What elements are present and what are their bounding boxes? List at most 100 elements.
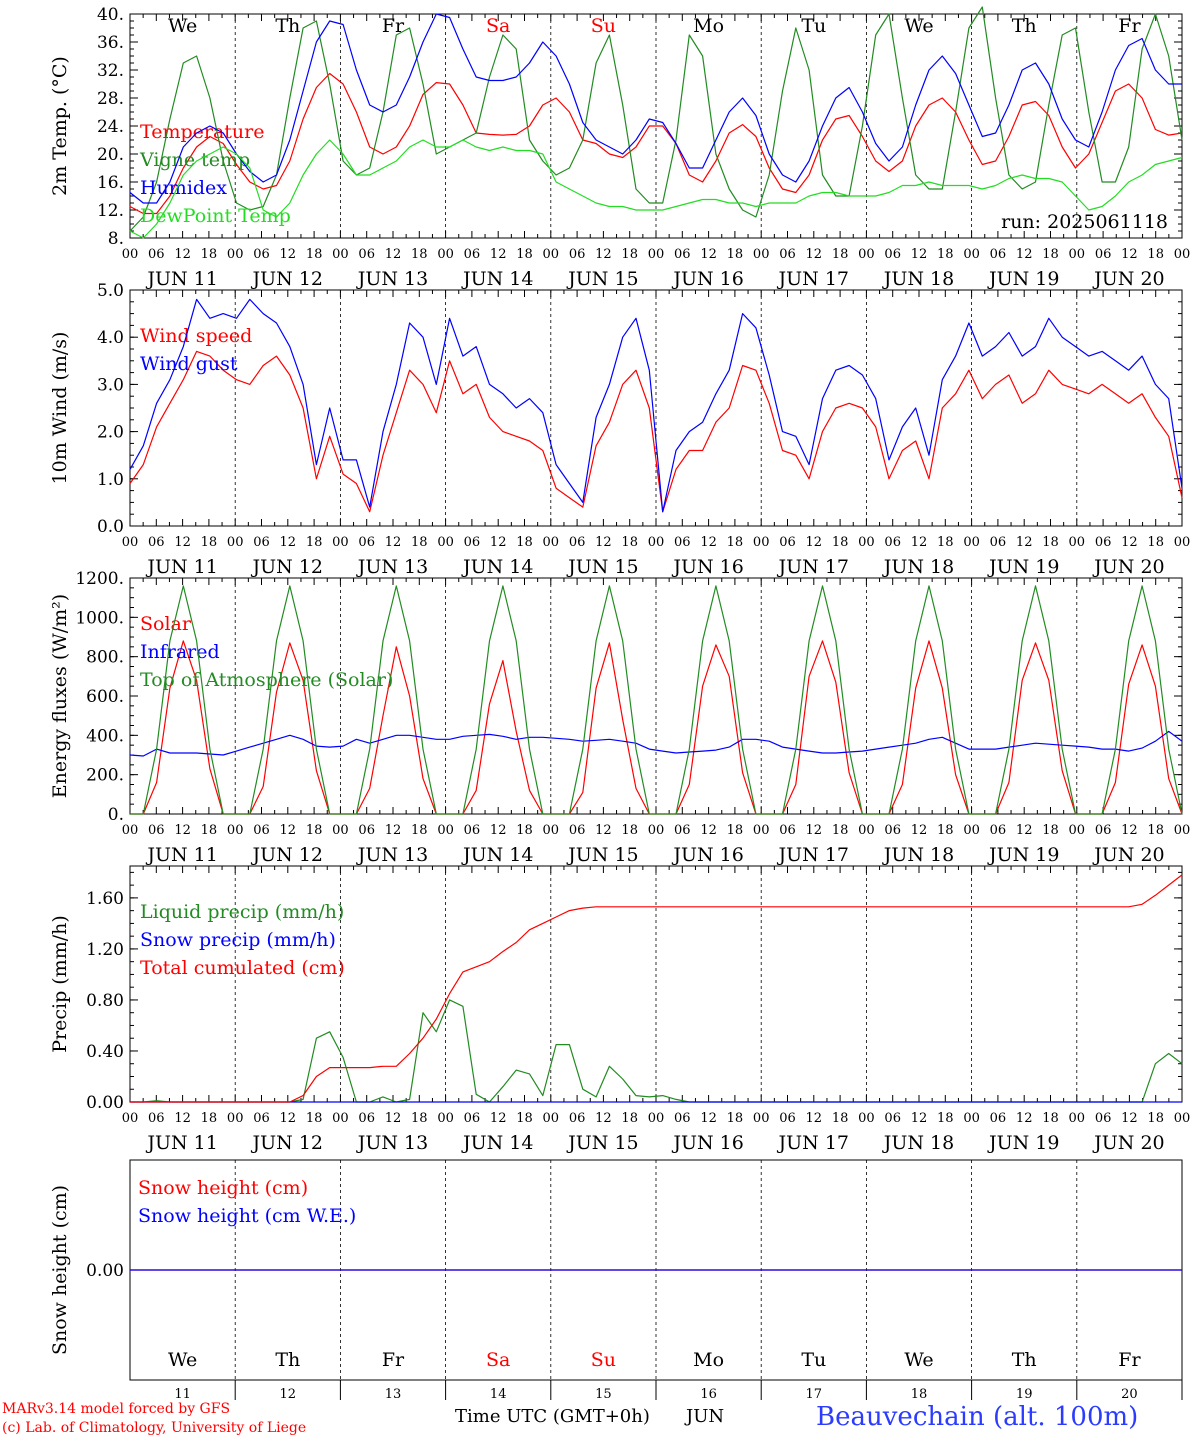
hour-tick-label: 00 — [858, 247, 875, 262]
date-label: JUN 14 — [461, 1132, 533, 1154]
hour-tick-label: 12 — [280, 823, 297, 838]
hour-tick-label: 00 — [227, 1111, 244, 1126]
day-number-label: 11 — [174, 1387, 191, 1402]
hour-tick-label: 12 — [385, 1111, 402, 1126]
hour-tick-label: 06 — [569, 823, 586, 838]
y-axis-label: 10m Wind (m/s) — [49, 332, 71, 485]
day-name-label: Fr — [1118, 15, 1141, 37]
day-name-label: Su — [591, 15, 616, 37]
date-label: JUN 15 — [566, 268, 638, 290]
day-name-label: Tu — [801, 1349, 826, 1371]
hour-tick-label: 12 — [700, 247, 717, 262]
date-label: JUN 19 — [987, 844, 1059, 866]
hour-tick-label: 06 — [779, 1111, 796, 1126]
hour-tick-label: 00 — [543, 535, 560, 550]
y-tick-label: 40. — [97, 5, 124, 25]
y-tick-label: 0.80 — [86, 991, 124, 1011]
hour-tick-label: 06 — [569, 535, 586, 550]
day-name-label: Th — [1012, 1349, 1037, 1371]
hour-tick-label: 18 — [1147, 1111, 1164, 1126]
hour-tick-label: 12 — [700, 535, 717, 550]
y-tick-label: 0. — [108, 805, 124, 825]
series-line-total-cumulated-cm — [130, 874, 1183, 1103]
hour-tick-label: 12 — [490, 535, 507, 550]
y-tick-label: 12. — [97, 201, 124, 221]
y-tick-label: 200. — [86, 766, 124, 786]
hour-tick-label: 06 — [148, 1111, 165, 1126]
date-label: JUN 15 — [566, 1132, 638, 1154]
day-name-label: We — [168, 15, 197, 37]
hour-tick-label: 18 — [516, 247, 533, 262]
hour-tick-label: 00 — [332, 1111, 349, 1126]
hour-tick-label: 06 — [464, 823, 481, 838]
hour-tick-label: 00 — [122, 823, 139, 838]
date-label: JUN 11 — [145, 1132, 217, 1154]
legend-entry: Top of Atmosphere (Solar) — [140, 669, 393, 691]
hour-tick-label: 00 — [648, 247, 665, 262]
y-axis-label: Energy fluxes (W/m²) — [49, 594, 71, 798]
date-label: JUN 12 — [251, 1132, 323, 1154]
hour-tick-label: 18 — [1042, 823, 1059, 838]
y-tick-label: 5.0 — [97, 281, 124, 301]
hour-tick-label: 18 — [727, 823, 744, 838]
series-line-dewpoint-temp — [129, 139, 1183, 239]
date-label: JUN 13 — [356, 268, 428, 290]
hour-tick-label: 12 — [1016, 247, 1033, 262]
hour-tick-label: 00 — [1174, 1111, 1191, 1126]
hour-tick-label: 00 — [858, 823, 875, 838]
date-label: JUN 19 — [987, 268, 1059, 290]
y-tick-label: 1200. — [75, 569, 124, 589]
y-tick-label: 1.60 — [86, 889, 124, 909]
hour-tick-label: 18 — [516, 1111, 533, 1126]
y-tick-label: 1.0 — [97, 470, 124, 490]
hour-tick-label: 12 — [174, 535, 191, 550]
credit-line-1: MARv3.14 model forced by GFS — [2, 1401, 231, 1417]
y-tick-label: 32. — [97, 61, 124, 81]
day-name-label: Fr — [382, 15, 405, 37]
hour-tick-label: 00 — [963, 1111, 980, 1126]
date-label: JUN 20 — [1092, 268, 1164, 290]
legend-entry: Snow height (cm) — [138, 1177, 308, 1199]
hour-tick-label: 06 — [253, 535, 270, 550]
legend-entry: Snow precip (mm/h) — [140, 929, 336, 951]
hour-tick-label: 18 — [1147, 247, 1164, 262]
hour-tick-label: 06 — [358, 535, 375, 550]
legend-entry: Infrared — [140, 641, 220, 663]
hour-tick-label: 18 — [516, 535, 533, 550]
hour-tick-label: 06 — [990, 823, 1007, 838]
hour-tick-label: 12 — [174, 1111, 191, 1126]
date-label: JUN 11 — [145, 556, 217, 578]
hour-tick-label: 18 — [937, 1111, 954, 1126]
hour-tick-label: 18 — [832, 1111, 849, 1126]
date-label: JUN 20 — [1092, 556, 1164, 578]
hour-tick-label: 18 — [621, 1111, 638, 1126]
hour-tick-label: 00 — [437, 1111, 454, 1126]
hour-tick-label: 00 — [963, 247, 980, 262]
day-number-label: 16 — [700, 1387, 717, 1402]
day-name-label: Th — [1012, 15, 1037, 37]
date-label: JUN 13 — [356, 556, 428, 578]
date-label: JUN 17 — [777, 1132, 849, 1154]
hour-tick-label: 18 — [621, 823, 638, 838]
hour-tick-label: 12 — [806, 535, 823, 550]
hour-tick-label: 00 — [648, 823, 665, 838]
hour-tick-label: 12 — [174, 247, 191, 262]
hour-tick-label: 00 — [648, 1111, 665, 1126]
date-label: JUN 12 — [251, 556, 323, 578]
date-label: JUN 18 — [882, 1132, 954, 1154]
hour-tick-label: 06 — [253, 247, 270, 262]
series-line-wind-gust — [129, 298, 1183, 513]
hour-tick-label: 12 — [806, 823, 823, 838]
hour-tick-label: 18 — [937, 247, 954, 262]
hour-tick-label: 00 — [543, 823, 560, 838]
hour-tick-label: 06 — [674, 535, 691, 550]
hour-tick-label: 18 — [937, 535, 954, 550]
hour-tick-label: 00 — [332, 535, 349, 550]
hour-tick-label: 06 — [779, 823, 796, 838]
hour-tick-label: 00 — [1174, 247, 1191, 262]
legend-entry: Temperature — [140, 121, 264, 143]
month-label: JUN — [686, 1406, 725, 1427]
hour-tick-label: 00 — [753, 247, 770, 262]
day-number-label: 18 — [911, 1387, 928, 1402]
hour-tick-label: 12 — [490, 247, 507, 262]
